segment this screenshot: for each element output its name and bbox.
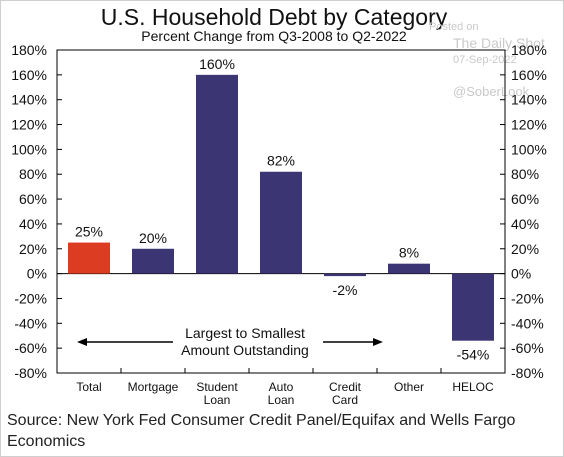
category-label: Credit: [329, 380, 362, 394]
annotation-arrow-right-head: [373, 338, 383, 346]
y-tick-label-left: 80%: [19, 166, 47, 182]
category-label: HELOC: [452, 380, 494, 394]
watermark-site: The Daily Shot: [453, 35, 545, 51]
annotation-text: Largest to Smallest: [185, 325, 305, 341]
y-tick-label-right: 0%: [511, 266, 531, 282]
bar: [68, 242, 110, 274]
category-label: Student: [196, 380, 238, 394]
y-tick-label-left: -20%: [14, 290, 47, 306]
bar: [260, 171, 302, 274]
category-label: Auto: [269, 380, 294, 394]
y-tick-label-left: -40%: [14, 315, 47, 331]
y-tick-label-right: -60%: [511, 340, 544, 356]
bar-value-label: 8%: [399, 245, 419, 261]
y-tick-label-right: 20%: [511, 241, 539, 257]
y-tick-label-right: 80%: [511, 166, 539, 182]
y-tick-label-left: 180%: [11, 42, 47, 58]
chart-subtitle: Percent Change from Q3-2008 to Q2-2022: [141, 28, 407, 44]
plot-frame: [56, 49, 506, 374]
y-tick-label-right: 60%: [511, 191, 539, 207]
bar-value-label: -2%: [333, 282, 358, 298]
watermark-date: 07-Sep-2022: [453, 54, 517, 66]
bar: [324, 273, 366, 277]
category-label: Card: [332, 393, 358, 406]
y-tick-label-left: 0%: [27, 266, 47, 282]
y-tick-label-right: 160%: [511, 67, 547, 83]
category-label: Other: [394, 380, 424, 394]
y-tick-label-right: -80%: [511, 365, 544, 381]
y-tick-label-right: 40%: [511, 216, 539, 232]
source-note: Source: New York Fed Consumer Credit Pan…: [7, 412, 516, 450]
y-tick-label-right: -20%: [511, 290, 544, 306]
category-label: Total: [76, 380, 101, 394]
y-tick-label-left: 100%: [11, 141, 47, 157]
y-tick-label-right: 140%: [511, 92, 547, 108]
bar: [388, 263, 430, 274]
category-label: Loan: [268, 393, 295, 406]
category-label: Loan: [204, 393, 231, 406]
bar: [196, 74, 238, 274]
bar-value-label: 25%: [75, 224, 103, 240]
chart-title: U.S. Household Debt by Category: [100, 4, 448, 30]
y-tick-label-left: 20%: [19, 241, 47, 257]
bar: [452, 273, 494, 341]
y-tick-label-left: -60%: [14, 340, 47, 356]
bar-value-label: 20%: [139, 230, 167, 246]
y-tick-label-left: 120%: [11, 117, 47, 133]
y-tick-label-right: 120%: [511, 117, 547, 133]
category-label: Mortgage: [128, 380, 179, 394]
watermark-handle: @SoberLook: [453, 84, 530, 99]
annotation-text: Amount Outstanding: [181, 342, 309, 358]
bar-value-label: -54%: [457, 347, 490, 363]
y-tick-label-left: 140%: [11, 92, 47, 108]
y-tick-label-left: 160%: [11, 67, 47, 83]
y-tick-label-left: 40%: [19, 216, 47, 232]
y-tick-label-right: 100%: [511, 141, 547, 157]
y-tick-label-right: -40%: [511, 315, 544, 331]
bar: [132, 248, 174, 274]
bar-chart: -80% -80% -60% -60% -40% -40% -20% -20% 0% 0% 20% 2…: [11, 42, 547, 406]
annotation-arrow-left-head: [77, 338, 87, 346]
y-tick-label-right: 180%: [511, 42, 547, 58]
watermark-posted-on: Posted on: [429, 21, 479, 33]
y-tick-label-left: 60%: [19, 191, 47, 207]
bar-value-label: 160%: [199, 56, 235, 72]
y-tick-label-left: -80%: [14, 365, 47, 381]
bar-value-label: 82%: [267, 153, 295, 169]
